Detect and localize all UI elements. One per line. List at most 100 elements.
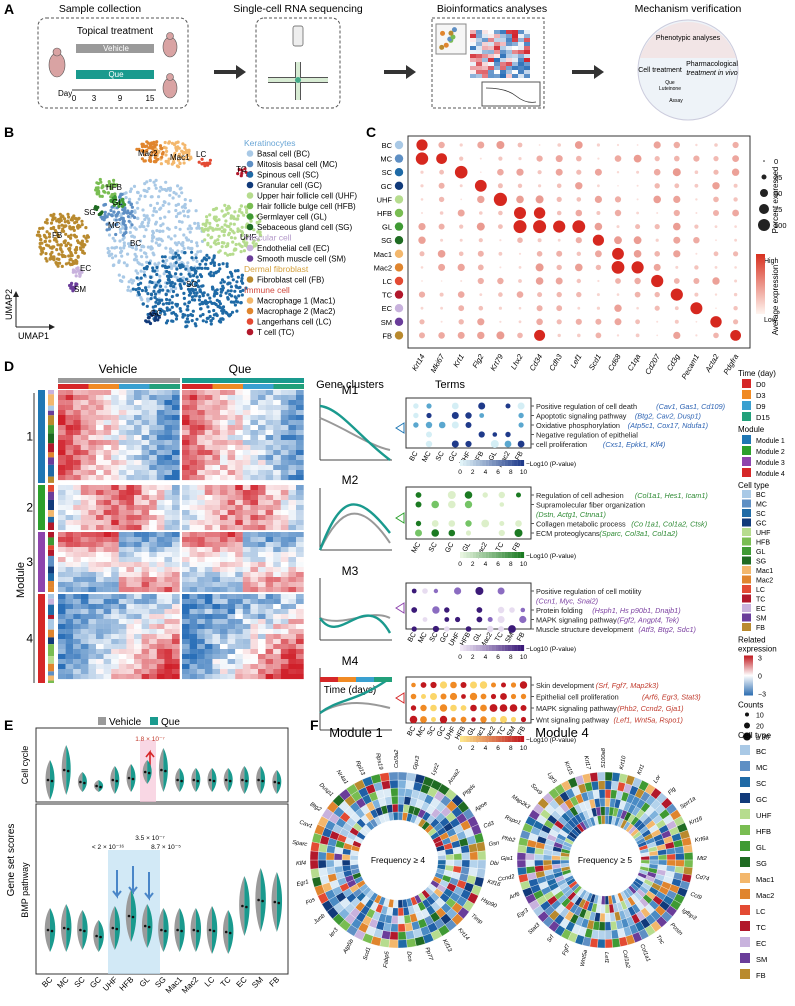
heat-cell [118, 562, 127, 568]
heat-cell [288, 614, 297, 620]
umap-point-uhf [254, 242, 258, 246]
heat-cell [296, 400, 304, 406]
heat-cell [242, 537, 251, 543]
heat-thumb-cell [470, 74, 476, 78]
heat-cell [65, 604, 74, 610]
heat-cell [126, 669, 135, 675]
heat-cell [134, 614, 142, 620]
term-colorbar-cell [511, 645, 515, 651]
umap-point-bc [138, 239, 142, 243]
heat-cell [189, 390, 198, 396]
umap-point-bc [137, 197, 141, 201]
heat-cell [172, 599, 180, 605]
heat-thumb-cell [512, 66, 518, 70]
b-legend-item: Macrophage 2 (Mac2) [257, 307, 336, 316]
heat-cell [288, 515, 297, 521]
heat-cell [164, 525, 173, 531]
heat-cell [149, 485, 157, 491]
term-dotplots: Positive regulation of cell death (Cav1, … [405, 397, 725, 752]
heat-cell [65, 425, 74, 431]
umap-point-sc [184, 267, 188, 271]
term-genes: (Btg2, Cav2, Dusp1) [635, 412, 701, 421]
term-cell-label: MC [416, 726, 428, 739]
heat-cell [164, 674, 173, 680]
c-dot [654, 305, 660, 311]
heat-cell [242, 629, 251, 635]
heat-cell [296, 435, 304, 441]
ring-gene-label: Dcn [405, 951, 412, 962]
umap-point-bc [126, 242, 131, 246]
heat-cell [204, 460, 213, 466]
umap-point-bc [134, 247, 138, 251]
heat-cell [182, 654, 190, 660]
heat-cell [273, 435, 281, 441]
ring-cell [392, 811, 399, 821]
term-dot [501, 682, 506, 688]
heat-cell [111, 664, 119, 670]
heat-thumb-cell [500, 38, 506, 42]
umap-point-sc [191, 289, 195, 293]
umap-point-sc [182, 296, 186, 300]
heat-cell [197, 425, 205, 431]
c-dot [518, 320, 522, 324]
umap-point-bc [168, 193, 172, 197]
heat-cell [141, 425, 150, 431]
heat-cell [65, 629, 74, 635]
umap-point-bc [155, 229, 159, 233]
heat-cell [280, 520, 289, 526]
heat-cell [250, 619, 259, 625]
umap-point-sc [170, 301, 174, 305]
heat-cell [88, 495, 97, 501]
umap-point-sc [206, 305, 210, 309]
umap-point-uhf [224, 219, 228, 223]
umap-point-fb [85, 234, 90, 238]
heat-cell [197, 450, 205, 456]
heat-thumb-cell [482, 70, 488, 74]
term-dot [451, 421, 459, 429]
heat-cell [88, 425, 97, 431]
heat-cell [182, 490, 190, 496]
heat-cell [58, 470, 66, 476]
heat-cell [280, 577, 289, 583]
ring-cell [388, 939, 399, 949]
heat-cell [126, 490, 135, 496]
heat-cell [235, 515, 243, 521]
heat-cell [227, 614, 236, 620]
heat-cell [88, 567, 97, 573]
heat-cell [111, 470, 119, 476]
heat-cell [88, 450, 97, 456]
umap-point-sc [158, 307, 162, 311]
heat-thumb-cell [482, 50, 488, 54]
heat-cell [58, 420, 66, 426]
heat-cell [134, 562, 142, 568]
heat-cell [111, 604, 119, 610]
heat-cell [227, 440, 236, 446]
heat-thumb-cell [518, 70, 524, 74]
umap-point-sc [228, 270, 233, 274]
heat-cell [204, 594, 213, 600]
heat-cell [141, 400, 150, 406]
heat-cell [96, 537, 104, 543]
heat-cell [96, 587, 104, 593]
umap-point-bc [164, 246, 168, 250]
ring-gene-label: Timp [470, 913, 484, 926]
heat-cell [141, 435, 150, 441]
heat-cell [227, 537, 236, 543]
heat-cell [103, 557, 112, 563]
heat-cell [265, 395, 274, 401]
heat-cell [288, 465, 297, 471]
umap-point-bc [139, 248, 143, 252]
panel-label-e: E [4, 717, 13, 733]
b-legend-item: Sebaceous gland cell (SG) [257, 223, 353, 232]
heat-cell [288, 395, 297, 401]
umap-point-fb [85, 239, 89, 243]
heat-cell [141, 609, 150, 615]
heat-cell [265, 450, 274, 456]
heat-cell [58, 450, 66, 456]
umap-point-fb [53, 236, 57, 240]
celltype-legend-item: SG [756, 559, 766, 566]
heat-cell [149, 639, 157, 645]
heat-cell [273, 430, 281, 436]
c-dot [595, 332, 602, 339]
heat-cell [65, 475, 74, 481]
